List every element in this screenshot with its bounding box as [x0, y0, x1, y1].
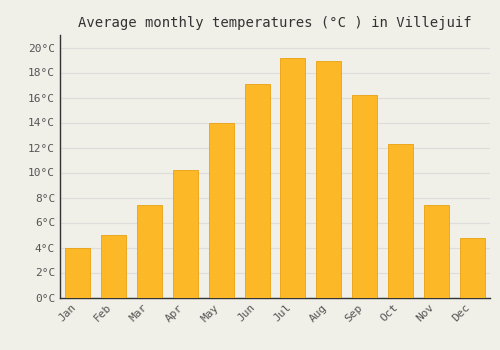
Bar	[388, 144, 413, 298]
Bar	[424, 205, 449, 298]
Bar	[244, 84, 270, 298]
Bar	[101, 235, 126, 298]
Bar	[280, 57, 305, 298]
Bar	[460, 238, 484, 298]
Bar	[66, 247, 90, 298]
Bar	[137, 205, 162, 298]
Bar	[208, 122, 234, 298]
Bar	[316, 61, 342, 298]
Title: Average monthly temperatures (°C ) in Villejuif: Average monthly temperatures (°C ) in Vi…	[78, 16, 472, 30]
Bar	[173, 170, 198, 298]
Bar	[352, 95, 377, 298]
